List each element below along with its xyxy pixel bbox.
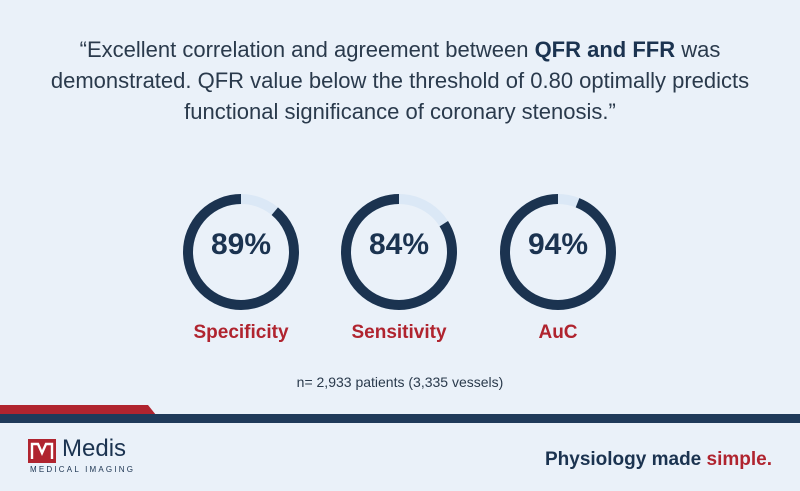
gauge-arc <box>341 194 457 310</box>
logo-name: Medis <box>62 435 127 462</box>
gauge-label: Sensitivity <box>351 322 447 343</box>
tagline: Physiology made simple. <box>545 449 772 471</box>
gauge-specificity: 89% Specificity <box>181 192 301 352</box>
gauge-arc <box>183 194 299 310</box>
gauge-arc <box>500 194 616 310</box>
sample-size-note: n= 2,933 patients (3,335 vessels) <box>296 374 504 390</box>
gauge-value: 84% <box>368 228 430 261</box>
quote-part-2: was demonstrated. QFR value below the th… <box>50 37 750 124</box>
quote-part-1: “Excellent correlation and agreement bet… <box>79 37 535 62</box>
gauge-ring <box>183 194 299 310</box>
navy-divider-bar <box>0 414 800 423</box>
gauge-label: AuC <box>538 322 578 343</box>
gauge-label: Specificity <box>193 322 289 343</box>
quote-text: “Excellent correlation and agreement bet… <box>40 34 760 127</box>
gauge-value: 94% <box>527 228 589 261</box>
gauges-row: 89% Specificity 84% Sensitivity 94% AuC <box>0 192 800 352</box>
gauge-sensitivity: 84% Sensitivity <box>339 192 459 352</box>
gauge-value: 89% <box>210 228 272 261</box>
medis-logo-icon <box>28 439 56 463</box>
footer: Medis MEDICAL IMAGING Physiology made si… <box>0 423 800 491</box>
logo-subtitle: MEDICAL IMAGING <box>30 465 136 474</box>
medis-logo: Medis MEDICAL IMAGING <box>28 435 168 475</box>
gauge-auc: 94% AuC <box>498 192 618 352</box>
gauge-ring <box>341 194 457 310</box>
red-accent-bar <box>0 405 156 415</box>
tagline-accent: simple. <box>706 449 772 470</box>
gauge-ring <box>500 194 616 310</box>
tagline-main: Physiology made <box>544 449 707 470</box>
quote-bold: QFR and FFR <box>534 37 676 62</box>
